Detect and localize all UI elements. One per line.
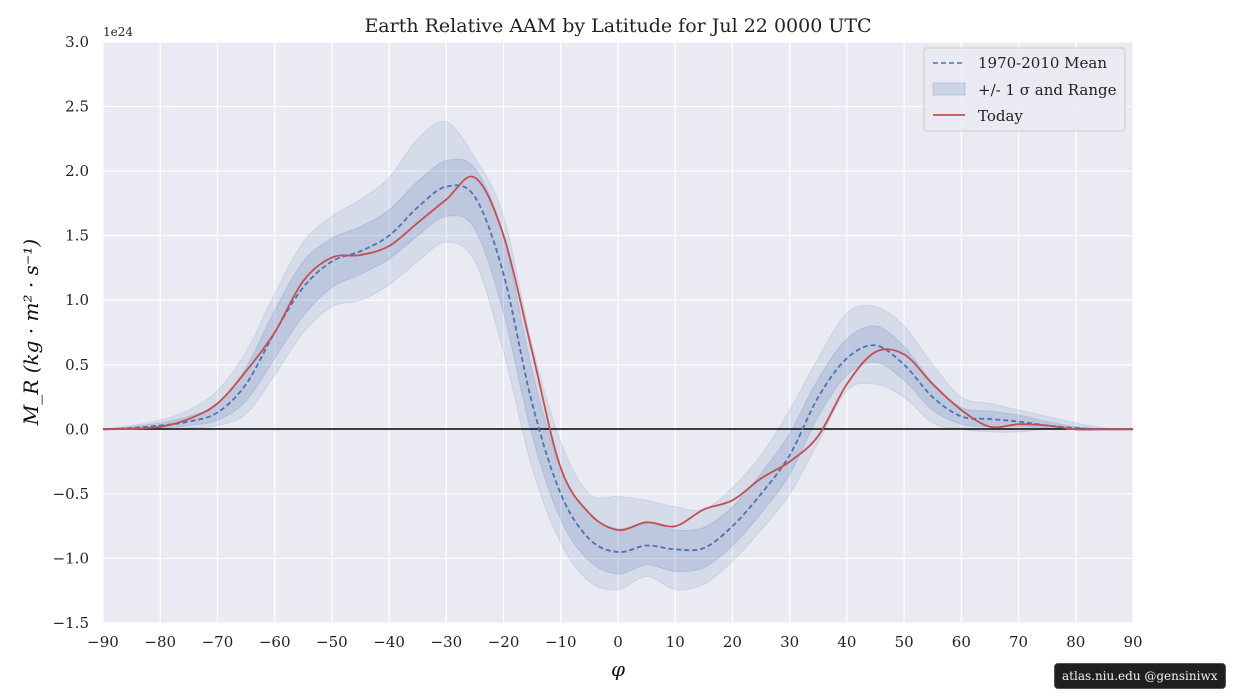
y-tick-label: 1.0 [65, 291, 89, 309]
x-tick-label: −60 [259, 633, 291, 651]
legend-box [923, 47, 1126, 132]
y-tick-labels: −1.5 −1.0 −0.5 0.0 0.5 1.0 1.5 2.0 2.5 3.0 [53, 33, 89, 632]
y-axis-label: M_R (kg · m² · s⁻¹) [19, 239, 43, 426]
x-tick-label: 0 [613, 633, 623, 651]
legend-mean-label: 1970-2010 Mean [978, 54, 1107, 72]
x-tick-label: 70 [1009, 633, 1028, 651]
y-tick-label: −1.0 [53, 549, 89, 567]
x-tick-label: 90 [1123, 633, 1142, 651]
x-tick-label: 50 [895, 633, 914, 651]
legend-band-swatch [932, 82, 966, 96]
x-tick-labels: −90 −80 −70 −60 −50 −40 −30 −20 −10 0 10 20 30 40 50 60… [87, 633, 1142, 651]
series-lines [102, 175, 1134, 553]
x-tick-label: 20 [723, 633, 742, 651]
legend-today-label: Today [978, 107, 1023, 125]
x-tick-label: −70 [202, 633, 234, 651]
x-tick-label: −90 [87, 633, 119, 651]
x-tick-label: 60 [952, 633, 971, 651]
y-tick-label: 2.5 [65, 98, 89, 116]
y-tick-label: −1.5 [53, 614, 89, 632]
today-line [102, 175, 1133, 532]
x-tick-label: −40 [373, 633, 405, 651]
x-tick-label: −30 [431, 633, 463, 651]
x-tick-label: 40 [837, 633, 856, 651]
y-tick-label: 1.5 [65, 227, 89, 245]
y-tick-label: 3.0 [65, 33, 89, 51]
legend-band-label: +/- 1 σ and Range [978, 81, 1117, 99]
y-scale-label: 1e24 [103, 25, 133, 39]
x-tick-label: 80 [1066, 633, 1085, 651]
x-tick-label: −50 [316, 633, 348, 651]
y-tick-label: 0.5 [65, 356, 89, 374]
x-tick-label: −20 [488, 633, 520, 651]
legend: 1970-2010 Mean +/- 1 σ and Range Today [923, 47, 1126, 132]
x-tick-label: 10 [666, 633, 685, 651]
x-tick-label: 30 [780, 633, 799, 651]
x-tick-label: −10 [545, 633, 577, 651]
chart-title: Earth Relative AAM by Latitude for Jul 2… [364, 15, 871, 37]
y-tick-label: −0.5 [53, 485, 89, 503]
y-tick-label: 2.0 [65, 162, 89, 180]
y-tick-label: 0.0 [65, 420, 89, 438]
watermark-badge: atlas.niu.edu @gensiniwx [1054, 663, 1226, 689]
x-axis-label: φ [611, 657, 625, 681]
x-tick-label: −80 [144, 633, 176, 651]
